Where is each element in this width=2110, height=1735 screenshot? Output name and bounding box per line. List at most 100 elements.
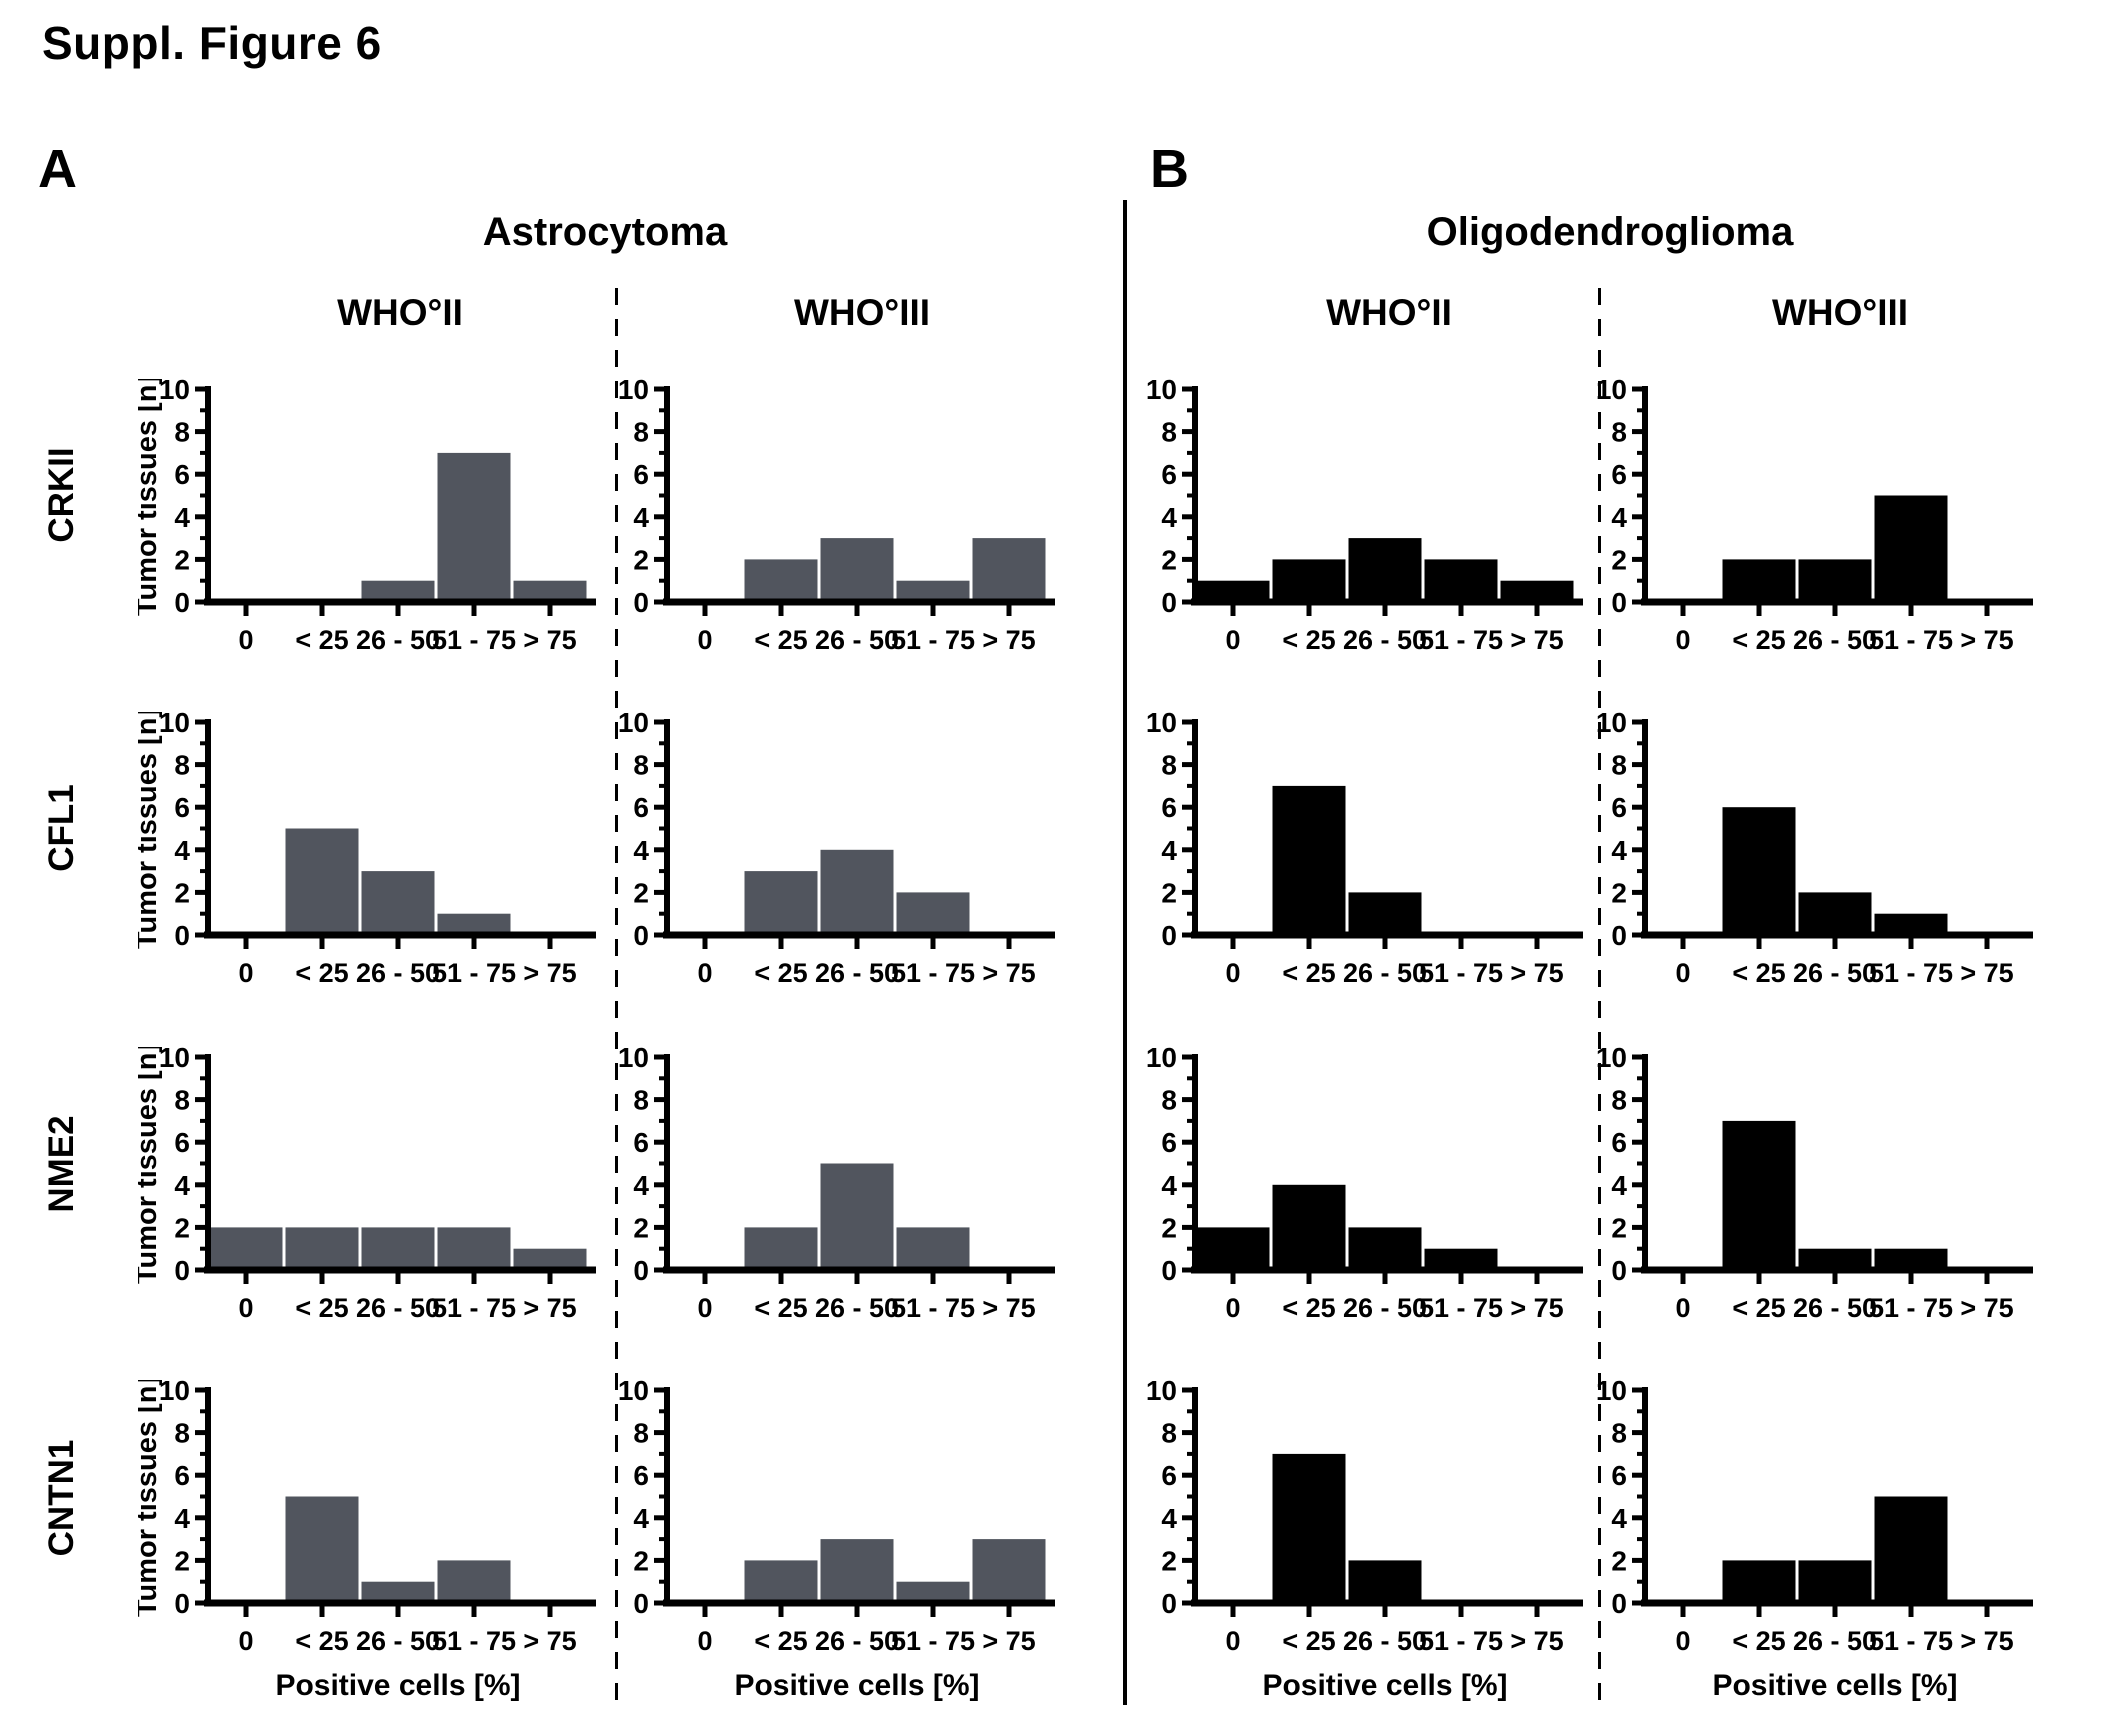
svg-text:2: 2 bbox=[1611, 877, 1627, 908]
svg-text:> 75: > 75 bbox=[982, 1626, 1035, 1656]
panel-b-title: Oligodendroglioma bbox=[1426, 210, 1794, 254]
svg-text:> 75: > 75 bbox=[1960, 1626, 2013, 1656]
svg-text:Positive cells [%]: Positive cells [%] bbox=[734, 1669, 979, 1702]
svg-text:0: 0 bbox=[1675, 1626, 1690, 1656]
svg-text:2: 2 bbox=[633, 877, 649, 908]
svg-text:6: 6 bbox=[1611, 459, 1627, 490]
svg-text:26 - 50: 26 - 50 bbox=[356, 1626, 440, 1656]
svg-text:> 75: > 75 bbox=[982, 958, 1035, 988]
svg-text:< 25: < 25 bbox=[295, 1293, 348, 1323]
svg-text:Positive cells [%]: Positive cells [%] bbox=[275, 1669, 520, 1702]
svg-text:4: 4 bbox=[174, 835, 190, 866]
svg-text:< 25: < 25 bbox=[754, 958, 807, 988]
svg-text:2: 2 bbox=[1161, 1212, 1177, 1243]
svg-text:0: 0 bbox=[1611, 1255, 1627, 1286]
svg-text:6: 6 bbox=[633, 1127, 649, 1158]
svg-text:0: 0 bbox=[633, 1255, 649, 1286]
svg-text:< 25: < 25 bbox=[1282, 958, 1335, 988]
svg-text:Tumor tissues [n]: Tumor tissues [n] bbox=[138, 1047, 163, 1284]
panel-a-title: Astrocytoma bbox=[482, 210, 728, 254]
svg-text:51 - 75: 51 - 75 bbox=[891, 625, 975, 655]
svg-text:10: 10 bbox=[159, 379, 190, 405]
svg-text:0: 0 bbox=[174, 1588, 190, 1619]
svg-text:6: 6 bbox=[1161, 1127, 1177, 1158]
svg-text:51 - 75: 51 - 75 bbox=[1869, 1293, 1953, 1323]
svg-text:6: 6 bbox=[174, 1460, 190, 1491]
svg-text:> 75: > 75 bbox=[523, 1293, 576, 1323]
svg-text:0: 0 bbox=[1161, 1255, 1177, 1286]
svg-text:0: 0 bbox=[238, 958, 253, 988]
svg-text:> 75: > 75 bbox=[982, 625, 1035, 655]
svg-text:26 - 50: 26 - 50 bbox=[815, 625, 899, 655]
svg-text:10: 10 bbox=[1146, 1380, 1177, 1406]
chart-cntn1-oligodendroglioma-who-ii: 0 2 4 6 8 10 0 < 25 26 - 50 51 - 75 > 75 Positive c… bbox=[1125, 1375, 1595, 1710]
svg-text:8: 8 bbox=[633, 417, 649, 448]
svg-text:26 - 50: 26 - 50 bbox=[356, 625, 440, 655]
svg-text:51 - 75: 51 - 75 bbox=[891, 1626, 975, 1656]
svg-text:0: 0 bbox=[1161, 920, 1177, 951]
svg-text:6: 6 bbox=[633, 792, 649, 823]
chart-nme2-astrocytoma-who-iii: 0 2 4 6 8 10 0 < 25 26 - 50 51 - 75 > 75 bbox=[597, 1042, 1067, 1377]
svg-text:10: 10 bbox=[1146, 1047, 1177, 1073]
svg-text:8: 8 bbox=[174, 1085, 190, 1116]
svg-text:26 - 50: 26 - 50 bbox=[356, 958, 440, 988]
svg-text:26 - 50: 26 - 50 bbox=[356, 1293, 440, 1323]
svg-text:26 - 50: 26 - 50 bbox=[815, 1626, 899, 1656]
svg-text:> 75: > 75 bbox=[1510, 1626, 1563, 1656]
chart-crkii-astrocytoma-who-iii: 0 2 4 6 8 10 0 < 25 26 - 50 51 - 75 > 75 bbox=[597, 374, 1067, 709]
svg-text:6: 6 bbox=[1611, 792, 1627, 823]
svg-text:6: 6 bbox=[1161, 459, 1177, 490]
svg-text:51 - 75: 51 - 75 bbox=[432, 958, 516, 988]
svg-text:0: 0 bbox=[1225, 958, 1240, 988]
svg-text:< 25: < 25 bbox=[1732, 958, 1785, 988]
svg-text:26 - 50: 26 - 50 bbox=[1793, 1293, 1877, 1323]
column-header-a-who2: WHO°II bbox=[337, 292, 463, 333]
svg-text:4: 4 bbox=[174, 502, 190, 533]
svg-text:2: 2 bbox=[633, 1212, 649, 1243]
svg-text:0: 0 bbox=[697, 1626, 712, 1656]
svg-text:51 - 75: 51 - 75 bbox=[432, 1626, 516, 1656]
svg-text:0: 0 bbox=[1225, 1293, 1240, 1323]
svg-text:< 25: < 25 bbox=[1282, 625, 1335, 655]
svg-text:51 - 75: 51 - 75 bbox=[891, 1293, 975, 1323]
column-header-b-who2: WHO°II bbox=[1326, 292, 1452, 333]
svg-text:> 75: > 75 bbox=[1960, 625, 2013, 655]
svg-text:26 - 50: 26 - 50 bbox=[815, 958, 899, 988]
svg-text:0: 0 bbox=[174, 587, 190, 618]
grade-divider-a bbox=[615, 288, 618, 1705]
svg-text:4: 4 bbox=[1161, 1503, 1177, 1534]
svg-text:4: 4 bbox=[1611, 1170, 1627, 1201]
svg-text:51 - 75: 51 - 75 bbox=[1869, 1626, 1953, 1656]
svg-text:10: 10 bbox=[1596, 379, 1627, 405]
svg-text:51 - 75: 51 - 75 bbox=[1869, 625, 1953, 655]
svg-text:8: 8 bbox=[1161, 1418, 1177, 1449]
svg-text:0: 0 bbox=[1675, 958, 1690, 988]
svg-text:6: 6 bbox=[1611, 1460, 1627, 1491]
chart-cfl1-oligodendroglioma-who-ii: 0 2 4 6 8 10 0 < 25 26 - 50 51 - 75 > 75 bbox=[1125, 707, 1595, 1042]
svg-text:2: 2 bbox=[1611, 1545, 1627, 1576]
panel-divider-line bbox=[1123, 200, 1127, 1705]
svg-text:8: 8 bbox=[633, 1418, 649, 1449]
svg-text:8: 8 bbox=[633, 750, 649, 781]
svg-text:0: 0 bbox=[1161, 1588, 1177, 1619]
svg-text:Tumor tissues [n]: Tumor tissues [n] bbox=[138, 1380, 163, 1617]
svg-text:4: 4 bbox=[1161, 1170, 1177, 1201]
svg-text:26 - 50: 26 - 50 bbox=[1793, 958, 1877, 988]
svg-text:51 - 75: 51 - 75 bbox=[1419, 1293, 1503, 1323]
chart-nme2-astrocytoma-who-ii: 0 2 4 6 8 10 0 < 25 26 - 50 51 - 75 > 75 Tumor tiss… bbox=[131, 1042, 608, 1377]
svg-text:26 - 50: 26 - 50 bbox=[1343, 958, 1427, 988]
svg-text:0: 0 bbox=[697, 958, 712, 988]
svg-text:0: 0 bbox=[1225, 625, 1240, 655]
chart-nme2-oligodendroglioma-who-ii: 0 2 4 6 8 10 0 < 25 26 - 50 51 - 75 > 75 bbox=[1125, 1042, 1595, 1377]
svg-text:4: 4 bbox=[633, 1503, 649, 1534]
svg-text:2: 2 bbox=[1161, 544, 1177, 575]
svg-text:2: 2 bbox=[174, 1212, 190, 1243]
svg-text:4: 4 bbox=[1161, 835, 1177, 866]
column-header-a-who3: WHO°III bbox=[793, 292, 931, 333]
